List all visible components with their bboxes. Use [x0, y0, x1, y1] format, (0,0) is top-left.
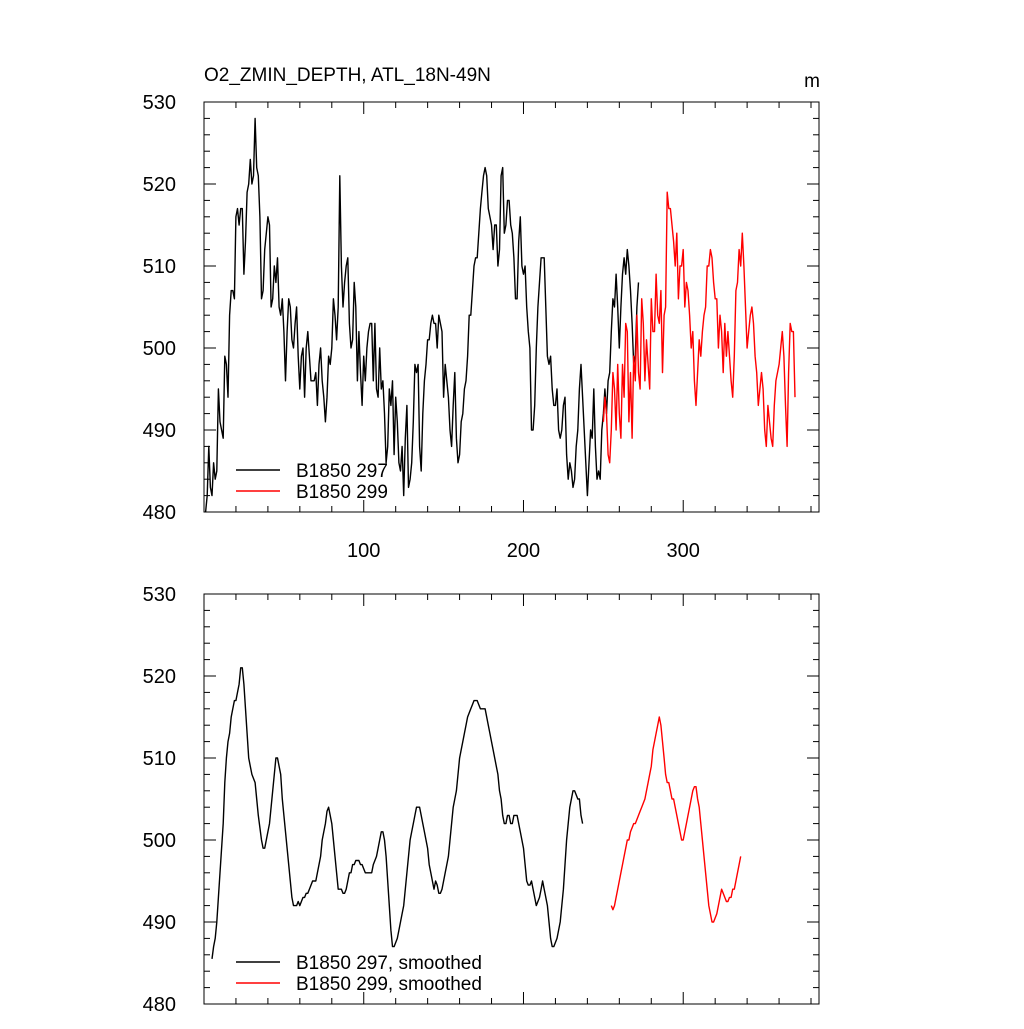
y-tick-label: 480	[143, 994, 176, 1016]
series-line-b1850-297-smoothed	[211, 667, 584, 959]
y-tick-label: 520	[143, 666, 176, 688]
legend: B1850 297 B1850 299	[236, 461, 388, 503]
panel-raw: O2_ZMIN_DEPTH, ATL_18N-49N m 480 490 500 51…	[143, 65, 820, 562]
axis-ticks	[204, 101, 819, 513]
plot-frame	[203, 101, 820, 513]
y-tick-label: 510	[143, 748, 176, 770]
y-axis-labels: 480 490 500 510 520 530	[143, 584, 176, 1016]
y-tick-label: 530	[143, 584, 176, 606]
plot-frame	[203, 593, 820, 1005]
y-tick-label: 500	[143, 338, 176, 360]
legend: B1850 297, smoothed B1850 299, smoothed	[236, 953, 482, 995]
y-tick-label: 520	[143, 174, 176, 196]
y-tick-label: 480	[143, 502, 176, 524]
x-tick-label: 200	[507, 540, 540, 562]
y-tick-label: 530	[143, 92, 176, 114]
series-line-b1850-297	[204, 117, 640, 513]
series-line-b1850-299-smoothed	[610, 716, 742, 923]
legend-label-b1850-299-smoothed: B1850 299, smoothed	[296, 974, 482, 995]
y-tick-label: 490	[143, 912, 176, 934]
series-lines	[204, 117, 796, 513]
y-tick-label: 490	[143, 420, 176, 442]
series-lines	[211, 667, 742, 959]
series-line-b1850-299	[602, 191, 796, 464]
y-axis-labels: 480 490 500 510 520 530	[143, 92, 176, 524]
y-tick-label: 500	[143, 830, 176, 852]
y-tick-label: 510	[143, 256, 176, 278]
panel-smoothed: 480 490 500 510 520 530 B1850 297, smoothed B…	[143, 584, 820, 1016]
x-tick-label: 300	[667, 540, 700, 562]
axis-ticks	[204, 593, 819, 1005]
x-axis-labels: 100 200 300	[347, 540, 700, 562]
x-tick-label: 100	[347, 540, 380, 562]
units-label: m	[804, 71, 820, 92]
legend-label-b1850-299: B1850 299	[296, 482, 388, 503]
chart-title: O2_ZMIN_DEPTH, ATL_18N-49N	[204, 65, 491, 86]
legend-label-b1850-297: B1850 297	[296, 461, 388, 482]
legend-label-b1850-297-smoothed: B1850 297, smoothed	[296, 953, 482, 974]
